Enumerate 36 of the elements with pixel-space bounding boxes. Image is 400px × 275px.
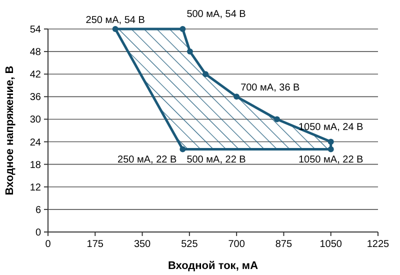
x-tick-label: 1225 bbox=[366, 239, 390, 250]
x-tick-label: 875 bbox=[275, 239, 292, 250]
point bbox=[328, 146, 334, 152]
x-tick-label: 1050 bbox=[320, 239, 342, 250]
y-tick-label: 36 bbox=[30, 92, 42, 104]
annotation: 500 мА, 22 В bbox=[186, 154, 246, 166]
y-tick-label: 30 bbox=[30, 114, 42, 126]
point bbox=[202, 71, 209, 78]
y-tick-label: 48 bbox=[30, 47, 42, 58]
y-tick-label: 18 bbox=[30, 160, 42, 171]
annotation: 1050 мА, 22 В bbox=[298, 154, 364, 166]
y-tick-label: 42 bbox=[30, 70, 42, 81]
y-tick-label: 0 bbox=[35, 228, 42, 238]
x-axis-title: Входной ток, мА bbox=[168, 260, 258, 272]
point bbox=[180, 26, 186, 32]
y-tick-label: 24 bbox=[30, 137, 42, 148]
annotation: 250 мА, 22 В bbox=[118, 154, 178, 166]
y-tick-label: 54 bbox=[30, 24, 42, 36]
y-tick-label: 12 bbox=[30, 182, 42, 194]
annotation: 500 мА, 54 В bbox=[186, 9, 246, 20]
point bbox=[112, 26, 118, 32]
point bbox=[274, 116, 280, 122]
point bbox=[328, 138, 334, 145]
y-axis-title: Входное напряжение, В bbox=[4, 66, 16, 196]
x-tick-label: 0 bbox=[45, 239, 52, 250]
annotation: 1050 мА, 24 В bbox=[298, 122, 364, 133]
x-tick-label: 525 bbox=[181, 239, 198, 250]
x-tick-label: 175 bbox=[86, 239, 104, 250]
point bbox=[234, 94, 240, 100]
x-tick-label: 350 bbox=[134, 239, 152, 250]
y-tick-label: 6 bbox=[35, 204, 42, 216]
annotation: 700 мА, 36 В bbox=[240, 82, 300, 94]
x-tick-label: 700 bbox=[228, 239, 246, 250]
annotation: 250 мА, 54 В bbox=[86, 15, 146, 26]
point bbox=[186, 48, 193, 55]
point bbox=[180, 146, 186, 152]
